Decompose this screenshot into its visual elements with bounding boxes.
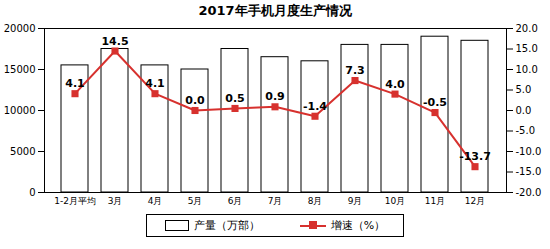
svg-text:4.1: 4.1 [145,77,165,90]
svg-text:0.5: 0.5 [225,92,245,105]
svg-text:6月: 6月 [228,196,243,206]
svg-text:20000: 20000 [4,23,36,34]
svg-text:-1.4: -1.4 [303,100,327,113]
html-text:产量（万部）: 产量（万部） [193,219,260,232]
svg-text:5月: 5月 [188,196,203,206]
svg-text:7.3: 7.3 [345,64,365,77]
svg-text:8月: 8月 [308,196,323,206]
svg-text:5000: 5000 [10,146,35,157]
svg-text:1-2月平均: 1-2月平均 [54,196,96,206]
html-text:2017年手机月度生产情况: 2017年手机月度生产情况 [198,3,352,18]
svg-text:5.0: 5.0 [516,84,532,95]
svg-text:11月: 11月 [425,196,445,206]
svg-text:20.0: 20.0 [516,23,538,34]
svg-text:-20.0: -20.0 [516,187,542,198]
svg-text:10月: 10月 [385,196,405,206]
svg-text:4.0: 4.0 [385,78,405,91]
svg-text:4.1: 4.1 [65,77,85,90]
svg-text:-13.7: -13.7 [459,150,491,163]
svg-text:-0.5: -0.5 [423,96,447,109]
svg-text:3月: 3月 [108,196,123,206]
svg-text:15000: 15000 [4,64,36,75]
svg-text:4月: 4月 [148,196,163,206]
svg-text:12月: 12月 [465,196,485,206]
svg-text:-15.0: -15.0 [516,166,542,177]
svg-text:-10.0: -10.0 [516,146,542,157]
svg-text:10.0: 10.0 [516,64,538,75]
svg-text:0.0: 0.0 [185,94,205,107]
svg-text:0: 0 [29,187,35,198]
svg-text:15.0: 15.0 [516,43,538,54]
svg-text:7月: 7月 [268,196,283,206]
svg-text:10000: 10000 [4,105,36,116]
svg-text:0.0: 0.0 [516,105,532,116]
svg-text:9月: 9月 [348,196,363,206]
svg-text:0.9: 0.9 [265,90,285,103]
svg-text:14.5: 14.5 [101,35,128,48]
html-text:增速（%）: 增速（%） [330,219,386,232]
svg-text:-5.0: -5.0 [516,125,536,136]
